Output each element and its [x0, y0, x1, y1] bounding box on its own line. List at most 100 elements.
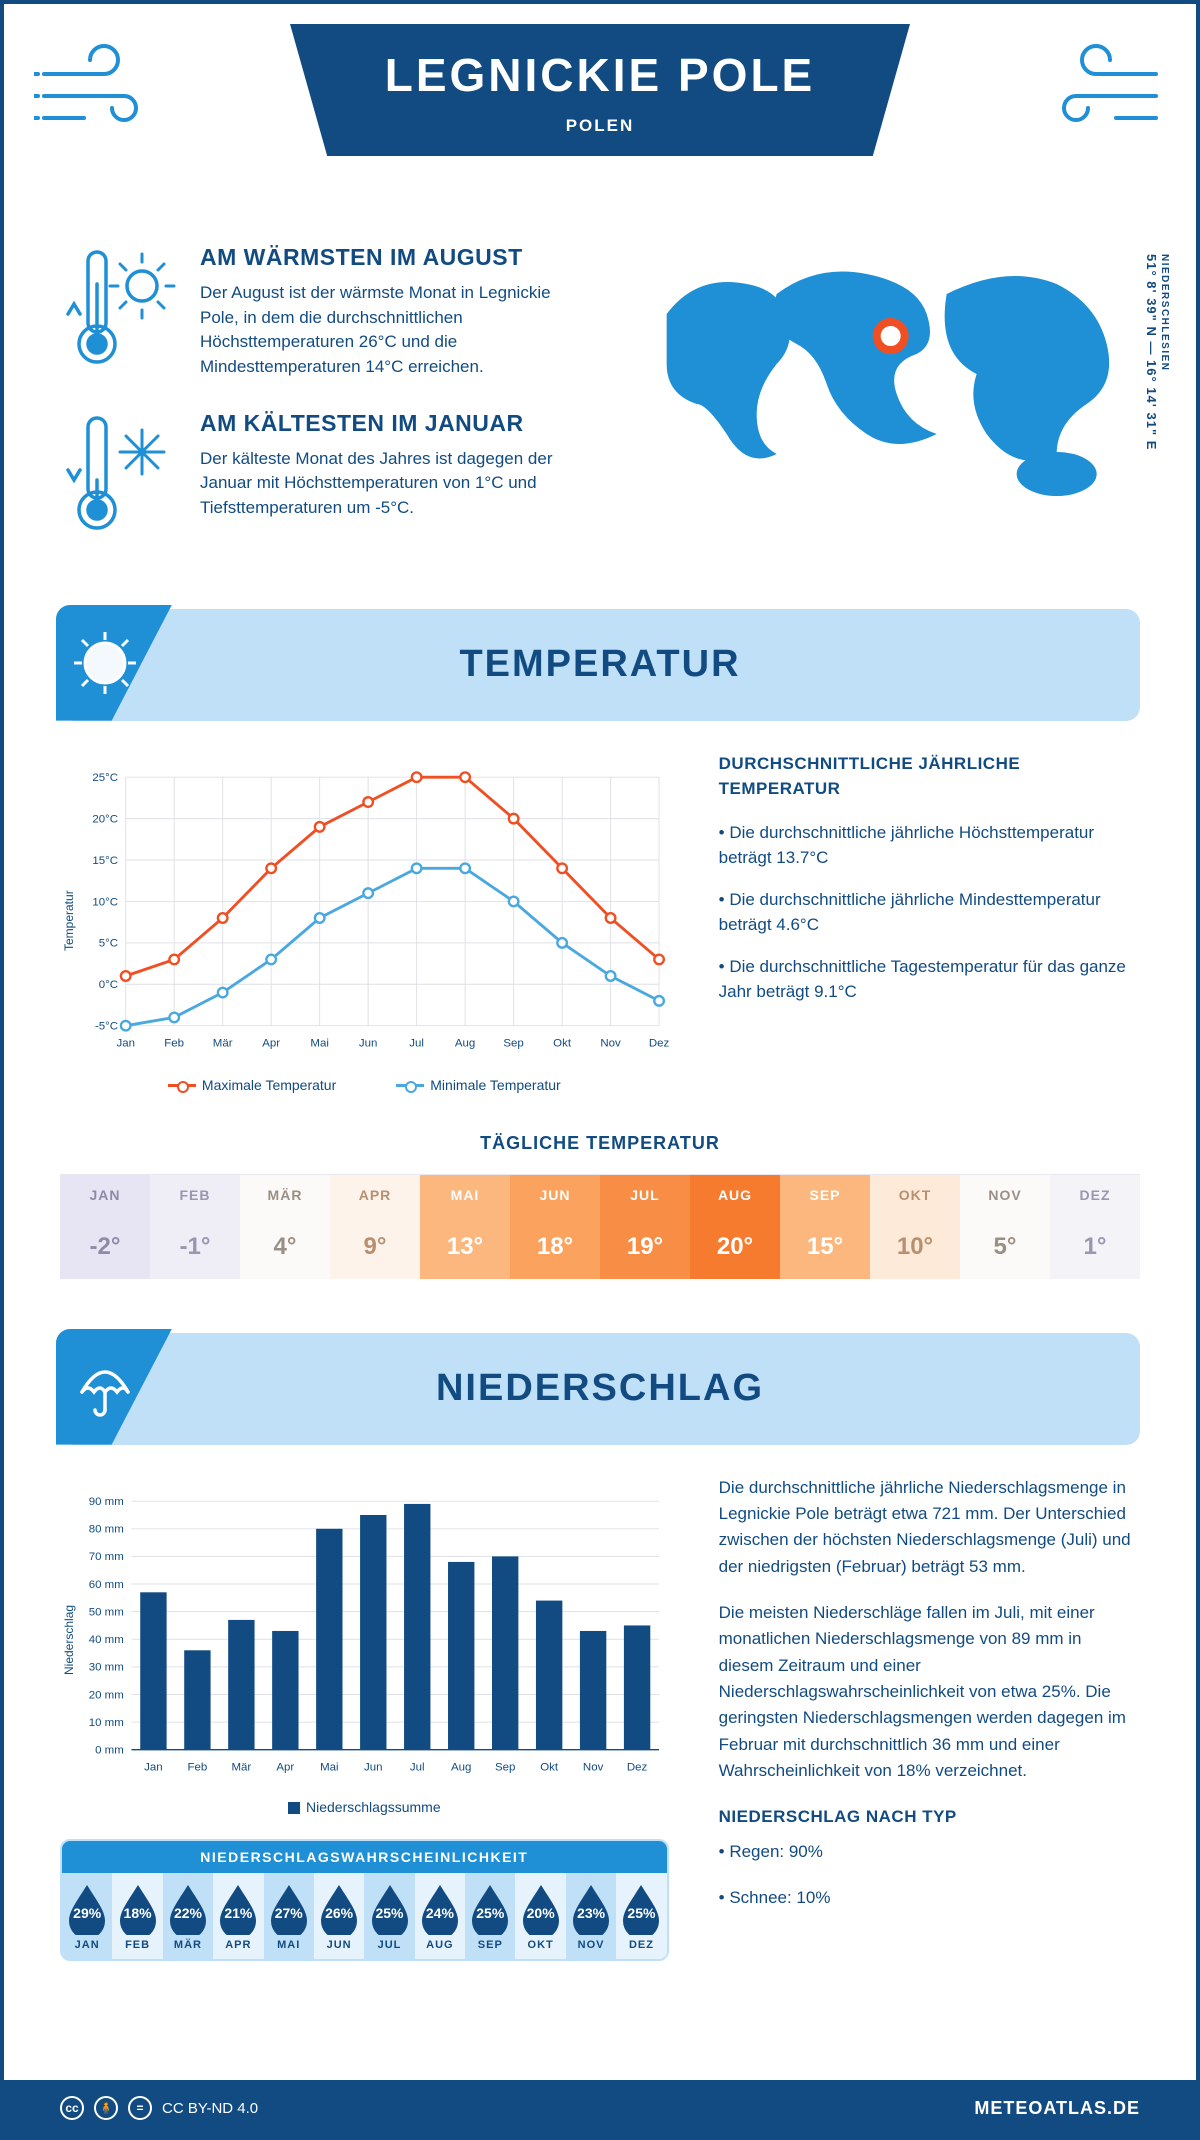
precip-p1: Die durchschnittliche jährliche Niedersc… — [719, 1475, 1140, 1580]
svg-text:20°C: 20°C — [92, 813, 118, 825]
cold-text: Der kälteste Monat des Jahres ist dagege… — [200, 447, 593, 521]
svg-text:80 mm: 80 mm — [89, 1523, 124, 1535]
title-ribbon: LEGNICKIE POLE POLEN — [290, 24, 910, 156]
precip-type-1: • Schnee: 10% — [719, 1885, 1140, 1911]
svg-text:Mai: Mai — [310, 1037, 328, 1049]
svg-text:Feb: Feb — [188, 1761, 208, 1773]
svg-text:0 mm: 0 mm — [95, 1744, 124, 1756]
warm-heading: AM WÄRMSTEN IM AUGUST — [200, 244, 593, 271]
annual-b2: • Die durchschnittliche Tagestemperatur … — [719, 954, 1140, 1005]
precip-text: Die durchschnittliche jährliche Niedersc… — [719, 1475, 1140, 1961]
page: LEGNICKIE POLE POLEN — [0, 0, 1200, 2140]
drop-icon: 29% — [67, 1883, 107, 1935]
by-icon: 🧍 — [94, 2096, 118, 2120]
daily-cell: DEZ1° — [1050, 1175, 1140, 1279]
daily-cell: SEP15° — [780, 1175, 870, 1279]
prob-cell: 25% SEP — [465, 1873, 515, 1959]
annual-heading: DURCHSCHNITTLICHE JÄHRLICHE TEMPERATUR — [719, 751, 1140, 802]
drop-icon: 25% — [370, 1883, 410, 1935]
intro-section: AM WÄRMSTEN IM AUGUST Der August ist der… — [4, 234, 1196, 585]
map-region: NIEDERSCHLESIEN 51° 8' 39" N — 16° 14' 3… — [633, 244, 1140, 575]
svg-text:Sep: Sep — [503, 1037, 523, 1049]
prob-cell: 26% JUN — [314, 1873, 364, 1959]
brand: METEOATLAS.DE — [974, 2098, 1140, 2119]
drop-icon: 24% — [420, 1883, 460, 1935]
svg-text:15°C: 15°C — [92, 854, 118, 866]
drop-icon: 25% — [470, 1883, 510, 1935]
svg-text:70 mm: 70 mm — [89, 1551, 124, 1563]
precip-section-bar: NIEDERSCHLAG — [60, 1333, 1140, 1445]
footer: cc 🧍 = CC BY-ND 4.0 METEOATLAS.DE — [4, 2080, 1196, 2136]
svg-text:0°C: 0°C — [99, 979, 118, 991]
daily-cell: JUN18° — [510, 1175, 600, 1279]
sun-badge-icon — [56, 605, 172, 721]
legend-min: Minimale Temperatur — [396, 1077, 560, 1093]
region-label: NIEDERSCHLESIEN — [1159, 254, 1170, 442]
precip-left: Niederschlag 0 mm10 mm20 mm30 mm40 mm50 … — [60, 1475, 669, 1961]
drop-icon: 26% — [319, 1883, 359, 1935]
drop-icon: 25% — [621, 1883, 661, 1935]
svg-text:Feb: Feb — [164, 1037, 184, 1049]
svg-text:50 mm: 50 mm — [89, 1606, 124, 1618]
thermometer-sun-icon — [60, 244, 180, 380]
legend-max: Maximale Temperatur — [168, 1077, 336, 1093]
prob-cell: 25% DEZ — [616, 1873, 666, 1959]
coords: NIEDERSCHLESIEN 51° 8' 39" N — 16° 14' 3… — [1144, 254, 1170, 450]
nd-icon: = — [128, 2096, 152, 2120]
precip-heading: NIEDERSCHLAG — [436, 1367, 764, 1410]
svg-text:10°C: 10°C — [92, 896, 118, 908]
svg-text:30 mm: 30 mm — [89, 1661, 124, 1673]
svg-text:Okt: Okt — [553, 1037, 572, 1049]
cold-heading: AM KÄLTESTEN IM JANUAR — [200, 410, 593, 437]
svg-text:-5°C: -5°C — [95, 1020, 118, 1032]
daily-temp-table: JAN-2° FEB-1° MÄR4° APR9° MAI13° JUN18° … — [60, 1174, 1140, 1279]
temp-annual-text: DURCHSCHNITTLICHE JÄHRLICHE TEMPERATUR •… — [719, 751, 1140, 1093]
daily-cell: APR9° — [330, 1175, 420, 1279]
prob-grid: 29% JAN 18% FEB 22% MÄR 21% APR — [62, 1873, 667, 1959]
prob-heading: NIEDERSCHLAGSWAHRSCHEINLICHKEIT — [62, 1841, 667, 1873]
svg-text:Apr: Apr — [276, 1761, 294, 1773]
drop-icon: 20% — [521, 1883, 561, 1935]
prob-cell: 18% FEB — [112, 1873, 162, 1959]
precip-type-0: • Regen: 90% — [719, 1839, 1140, 1865]
country-label: POLEN — [300, 116, 900, 136]
thermometer-snow-icon — [60, 410, 180, 545]
svg-text:Aug: Aug — [451, 1761, 471, 1773]
cc-icon: cc — [60, 2096, 84, 2120]
prob-cell: 27% MAI — [264, 1873, 314, 1959]
temp-legend: Maximale Temperatur Minimale Temperatur — [60, 1077, 669, 1093]
temp-section-bar: TEMPERATUR — [60, 609, 1140, 721]
annual-b0: • Die durchschnittliche jährliche Höchst… — [719, 820, 1140, 871]
page-title: LEGNICKIE POLE — [300, 48, 900, 102]
precip-bar-chart: 0 mm10 mm20 mm30 mm40 mm50 mm60 mm70 mm8… — [76, 1475, 669, 1795]
svg-text:Mai: Mai — [320, 1761, 338, 1773]
license: cc 🧍 = CC BY-ND 4.0 — [60, 2096, 258, 2120]
svg-text:Jul: Jul — [410, 1761, 425, 1773]
world-map-icon — [633, 244, 1140, 524]
precip-p2: Die meisten Niederschläge fallen im Juli… — [719, 1600, 1140, 1784]
svg-text:Okt: Okt — [540, 1761, 559, 1773]
intro-left: AM WÄRMSTEN IM AUGUST Der August ist der… — [60, 244, 593, 575]
drop-icon: 23% — [571, 1883, 611, 1935]
svg-text:60 mm: 60 mm — [89, 1578, 124, 1590]
coords-text: 51° 8' 39" N — 16° 14' 31" E — [1144, 254, 1159, 450]
svg-text:Nov: Nov — [600, 1037, 621, 1049]
precip-legend: Niederschlagssumme — [60, 1799, 669, 1815]
temp-line-chart: -5°C0°C5°C10°C15°C20°C25°CJanFebMärAprMa… — [76, 751, 669, 1071]
wind-icon-left — [34, 34, 184, 144]
svg-text:Dez: Dez — [649, 1037, 669, 1049]
svg-text:Aug: Aug — [455, 1037, 475, 1049]
svg-text:25°C: 25°C — [92, 772, 118, 784]
precip-row: Niederschlag 0 mm10 mm20 mm30 mm40 mm50 … — [4, 1475, 1196, 1961]
daily-cell: JUL19° — [600, 1175, 690, 1279]
daily-cell: MAI13° — [420, 1175, 510, 1279]
precip-type-heading: NIEDERSCHLAG NACH TYP — [719, 1804, 1140, 1830]
annual-b1: • Die durchschnittliche jährliche Mindes… — [719, 887, 1140, 938]
prob-cell: 23% NOV — [566, 1873, 616, 1959]
daily-cell: AUG20° — [690, 1175, 780, 1279]
drop-icon: 22% — [168, 1883, 208, 1935]
daily-cell: OKT10° — [870, 1175, 960, 1279]
svg-text:Jan: Jan — [144, 1761, 163, 1773]
drop-icon: 27% — [269, 1883, 309, 1935]
warm-text: Der August ist der wärmste Monat in Legn… — [200, 281, 593, 380]
